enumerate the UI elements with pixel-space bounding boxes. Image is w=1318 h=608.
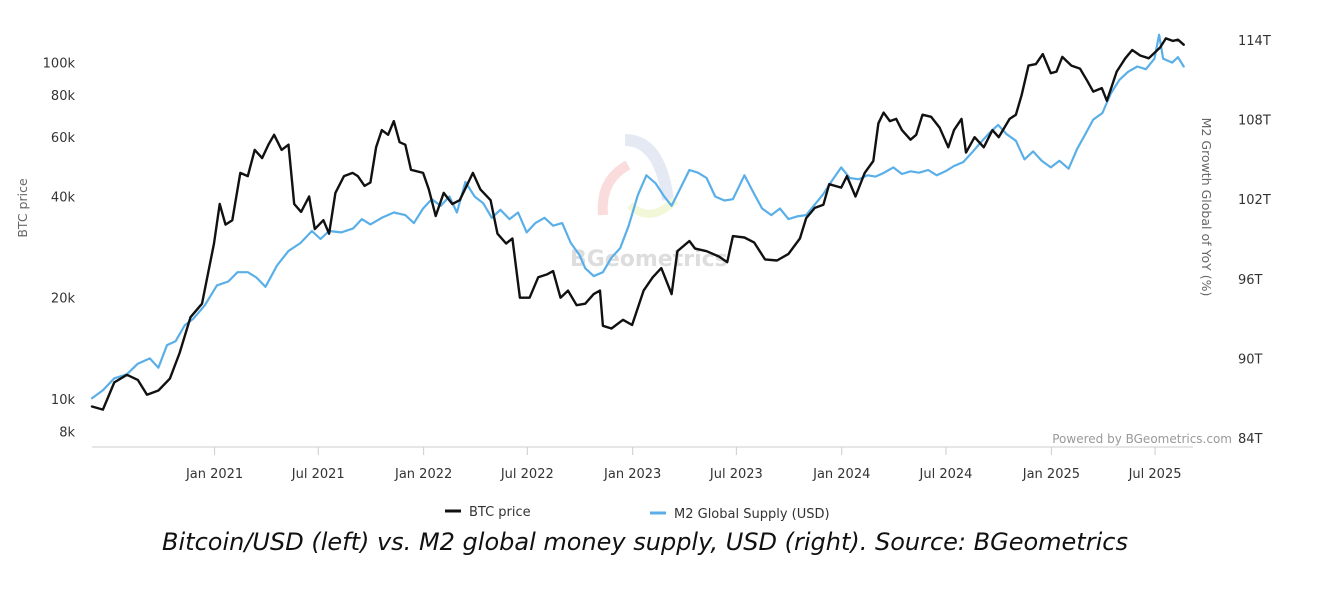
x-tick-label-0: Jan 2021 bbox=[185, 467, 243, 482]
x-tick-label-6: Jan 2024 bbox=[812, 467, 870, 482]
y-right-tick-label-4: 108T bbox=[1238, 114, 1271, 129]
x-tick-label-8: Jan 2025 bbox=[1022, 467, 1080, 482]
y-left-tick-label-3: 40k bbox=[51, 190, 76, 205]
y-left-tick-label-4: 60k bbox=[51, 131, 76, 146]
y-left-tick-label-0: 8k bbox=[59, 426, 75, 441]
y-axis-right-title: M2 Growth Global of YoY (%) bbox=[1199, 118, 1214, 297]
x-tick-label-1: Jul 2021 bbox=[291, 467, 345, 482]
y-right-tick-label-3: 102T bbox=[1238, 193, 1271, 208]
series-layer bbox=[90, 33, 1185, 411]
legend: BTC price M2 Global Supply (USD) bbox=[445, 505, 830, 522]
y-axis-right-ticks: 84T 90T 96T 102T 108T 114T bbox=[1238, 34, 1271, 447]
legend-label-m2-global-supply: M2 Global Supply (USD) bbox=[674, 507, 830, 522]
y-right-tick-label-2: 96T bbox=[1238, 273, 1263, 288]
x-axis-ticks: Jan 2021 Jul 2021 Jan 2022 Jul 2022 Jan 2023… bbox=[185, 447, 1182, 482]
x-tick-label-4: Jan 2023 bbox=[603, 467, 661, 482]
credits[interactable]: Powered by BGeometrics.com bbox=[1052, 432, 1232, 446]
x-tick-label-5: Jul 2023 bbox=[709, 467, 763, 482]
y-right-tick-label-5: 114T bbox=[1238, 34, 1271, 49]
y-left-tick-label-2: 20k bbox=[51, 292, 76, 307]
x-tick-label-3: Jul 2022 bbox=[500, 467, 554, 482]
x-tick-label-2: Jan 2022 bbox=[394, 467, 452, 482]
x-tick-label-7: Jul 2024 bbox=[919, 467, 973, 482]
legend-label-btc-price: BTC price bbox=[469, 505, 531, 520]
y-right-tick-label-0: 84T bbox=[1238, 432, 1263, 447]
y-left-tick-label-6: 100k bbox=[43, 57, 76, 72]
y-axis-left-title: BTC price bbox=[15, 178, 30, 238]
figure-caption: Bitcoin/USD (left) vs. M2 global money s… bbox=[162, 528, 1128, 556]
legend-item-btc-price[interactable]: BTC price bbox=[445, 505, 531, 520]
watermark-logo bbox=[597, 134, 678, 218]
x-tick-label-9: Jul 2025 bbox=[1128, 467, 1182, 482]
legend-item-m2-global-supply[interactable]: M2 Global Supply (USD) bbox=[650, 507, 830, 522]
series-line-btc-price[interactable] bbox=[90, 37, 1185, 411]
y-axis-left-ticks: 8k 10k 20k 40k 60k 80k 100k bbox=[43, 57, 76, 441]
y-right-tick-label-1: 90T bbox=[1238, 352, 1263, 367]
y-left-tick-label-1: 10k bbox=[51, 393, 76, 408]
y-left-tick-label-5: 80k bbox=[51, 89, 76, 104]
series-line-m2-global-supply[interactable] bbox=[90, 33, 1185, 400]
